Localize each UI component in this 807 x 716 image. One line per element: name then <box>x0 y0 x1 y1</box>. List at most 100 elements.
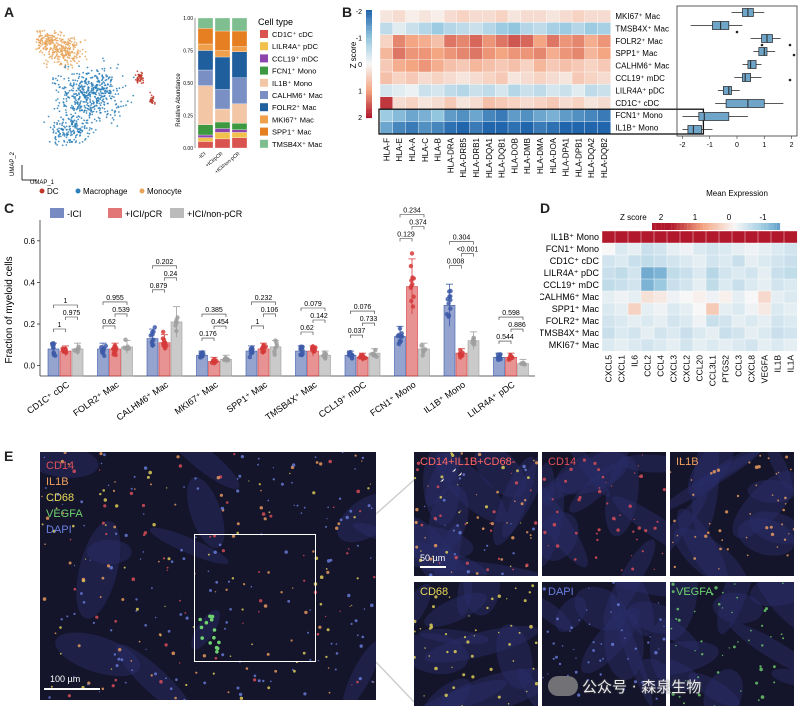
umap-point <box>74 96 77 98</box>
e-tile-merge: 50 µm CD14+IL1B+CD68- <box>414 452 538 576</box>
umap-point <box>93 91 95 94</box>
c-category-label: MKI67⁺ Mac <box>173 379 220 416</box>
d-cbar-step <box>674 223 678 230</box>
umap-point <box>64 47 67 50</box>
c-point <box>446 301 451 306</box>
umap-point <box>35 38 38 41</box>
umap-point <box>100 94 102 97</box>
umap-point <box>105 74 107 76</box>
umap-point <box>76 72 78 75</box>
umap-point <box>134 78 137 81</box>
umap-point <box>52 47 55 50</box>
tissue-structure <box>771 668 794 686</box>
c-point <box>408 263 414 269</box>
d-heat-cell <box>783 242 798 256</box>
fluor-signal <box>83 524 85 527</box>
d-heat-cell <box>770 230 785 244</box>
fluor-signal <box>109 565 113 570</box>
fluor-signal <box>166 569 168 571</box>
b-heat-cell <box>392 121 407 135</box>
fluor-signal <box>164 643 168 647</box>
panel-label-d: D <box>540 200 551 216</box>
c-sig-bracket <box>498 340 512 345</box>
d-heat-cell <box>601 326 616 340</box>
fluor-signal <box>87 683 89 686</box>
umap-point <box>66 41 68 44</box>
d-heat-cell <box>653 290 668 304</box>
fluor-signal <box>356 680 359 684</box>
b-heat-cell <box>533 9 547 23</box>
fluor-signal <box>466 521 469 524</box>
fluor-signal <box>694 650 696 652</box>
umap-point <box>55 42 58 44</box>
d-heat-cell <box>757 278 772 292</box>
umap-point <box>38 41 41 44</box>
c-point <box>448 306 453 311</box>
umap-point <box>43 43 46 45</box>
d-heat-cell <box>705 338 720 352</box>
d-heat-cell <box>705 326 720 340</box>
fluor-signal <box>354 454 357 457</box>
fluor-signal <box>258 610 260 613</box>
fluor-signal <box>596 538 599 542</box>
d-heat-cell <box>783 278 798 292</box>
umap-point <box>78 75 81 78</box>
umap-point <box>61 54 63 56</box>
umap-point <box>130 101 133 104</box>
umap-point <box>57 56 59 58</box>
e-tile-il1b-dots <box>670 452 794 576</box>
umap-point <box>107 102 109 105</box>
celltype-label: SPP1⁺ Mac <box>272 128 312 137</box>
fluor-signal <box>512 552 515 555</box>
d-heat-cell <box>757 326 772 340</box>
tissue-structure <box>696 452 764 487</box>
umap-point <box>63 42 66 45</box>
c-point <box>174 320 179 325</box>
fluor-signal-vegfa <box>200 636 204 640</box>
c-point <box>164 343 169 348</box>
fluor-signal <box>757 465 761 469</box>
fluor-signal <box>335 652 339 655</box>
fluor-signal <box>523 499 527 502</box>
umap-axis-2: UMAP_2 <box>10 151 16 176</box>
c-sig-bracket <box>350 310 375 315</box>
b-box-outlier <box>760 43 764 47</box>
c-point <box>421 349 426 355</box>
fluor-signal <box>330 642 333 645</box>
fluor-signal <box>497 631 500 634</box>
fluor-signal <box>356 634 359 637</box>
b-heat-cell <box>571 108 586 123</box>
fluor-signal <box>415 545 419 549</box>
fluor-signal <box>486 568 490 572</box>
fluor-signal <box>214 656 218 660</box>
umap-point <box>84 51 87 53</box>
b-heat-cell <box>418 22 432 36</box>
fluor-signal <box>317 659 320 662</box>
d-heat-cell <box>744 338 759 352</box>
c-point <box>261 348 267 354</box>
b-cbar-step <box>366 104 372 108</box>
fluor-signal <box>356 577 359 580</box>
umap-axis-1: UMAP_1 <box>30 180 55 186</box>
umap-point <box>79 41 82 43</box>
c-point <box>150 338 155 344</box>
fluor-signal <box>241 608 244 611</box>
fluor-signal <box>182 557 186 561</box>
umap-point <box>96 89 99 92</box>
b-cbar-step <box>366 66 372 70</box>
umap-point <box>88 112 91 114</box>
fluor-signal <box>221 653 225 657</box>
c-point <box>161 337 167 342</box>
b-row-label: CCL19⁺ mDC <box>615 74 665 83</box>
fluor-signal <box>174 503 177 506</box>
c-category-label: LILR4A⁺ pDC <box>466 379 517 419</box>
fluor-signal <box>99 492 102 496</box>
fluor-signal <box>164 605 166 608</box>
umap-point <box>47 60 49 63</box>
umap-point <box>102 76 105 79</box>
fluor-signal <box>657 602 660 604</box>
umap-point <box>52 78 54 81</box>
umap-point <box>132 94 135 97</box>
d-heat-cell <box>731 326 746 340</box>
b-row-label: IL1B⁺ Mono <box>615 124 658 133</box>
